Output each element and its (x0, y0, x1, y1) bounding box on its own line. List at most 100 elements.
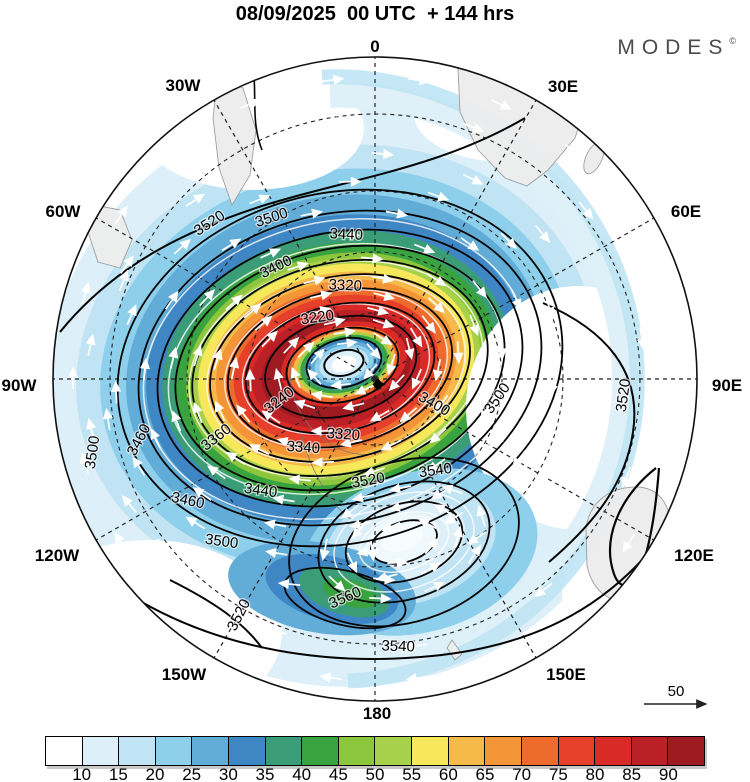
wind-arrow (409, 327, 423, 348)
wind-arrow (121, 495, 137, 513)
wind-arrow (192, 344, 203, 367)
colorbar-ticks: 10 15 20 25 30 35 40 45 50 55 60 65 70 75 80 85 90 (45, 765, 705, 782)
wind-arrow (114, 205, 128, 225)
wind-arrow (361, 253, 384, 264)
wind-arrows (67, 74, 683, 684)
map-boundary (52, 56, 698, 702)
longitude-label: 30W (166, 76, 202, 95)
wind-arrow (199, 289, 216, 307)
map-disk (53, 57, 697, 701)
contour-label: 3520 (613, 378, 634, 413)
longitude-label: 120E (674, 546, 714, 565)
wind-arrow (386, 353, 397, 376)
contour-label: 3540 (381, 637, 415, 655)
colorbar-tick: 75 (548, 765, 568, 782)
colorbar-cell (118, 736, 156, 766)
colorbar-tick: 40 (292, 765, 312, 782)
wind-arrow (510, 289, 522, 311)
wind-arrow (578, 201, 594, 220)
wind-arrow (169, 142, 187, 158)
wind-arrow (310, 290, 333, 301)
wind-arrow (367, 540, 378, 562)
wind-arrow (236, 404, 251, 423)
wind-arrow (351, 492, 374, 503)
longitude-label: 120W (35, 546, 80, 565)
longitude-label: 150E (546, 665, 586, 684)
reference-vector: 50 (644, 683, 708, 709)
wind-arrow (173, 238, 191, 255)
colorbar-tick: 50 (365, 765, 385, 782)
colorbar-tick: 30 (218, 765, 238, 782)
wind-arrow (339, 437, 362, 448)
wind-arrow (403, 641, 427, 652)
wind-arrow (534, 582, 553, 598)
wind-arrow (404, 337, 415, 360)
wind-arrow (547, 373, 558, 397)
wind-arrow (418, 518, 437, 530)
longitude-label: 90W (2, 376, 38, 395)
wind-arrow (466, 531, 487, 545)
wind-arrow (264, 547, 288, 558)
wind-arrow (535, 225, 551, 243)
wind-arrow (310, 390, 334, 401)
wind-arrow (249, 194, 271, 205)
colorbar-tick: 70 (512, 765, 532, 782)
colorbar-tick: 35 (255, 765, 275, 782)
longitude-label: 60E (671, 202, 701, 221)
wind-arrow (467, 544, 482, 564)
colorbar-cell (191, 736, 230, 766)
wind-arrow (185, 193, 206, 207)
wind-arrow (80, 281, 91, 304)
wind-arrow (389, 483, 412, 494)
wind-arrow (424, 537, 439, 555)
wind-arrow (413, 243, 436, 254)
wind-arrow (164, 290, 179, 310)
contour-label: 3440 (243, 480, 278, 501)
wind-arrow (311, 457, 335, 468)
new-zealand (446, 639, 463, 661)
wind-arrow (283, 336, 300, 354)
wind-arrow (372, 318, 395, 329)
wind-arrow (214, 400, 226, 422)
wind-arrow (156, 538, 172, 557)
longitude-label: 60W (46, 202, 82, 221)
wind-arrow (563, 600, 581, 616)
longitude-label: 90E (712, 376, 742, 395)
wind-arrow (265, 625, 288, 636)
colorbar-tick: 90 (658, 765, 678, 782)
wind-arrow (207, 465, 226, 480)
wind-arrow (321, 74, 345, 85)
contour-label: 3320 (328, 276, 362, 295)
wind-arrow (238, 648, 259, 659)
wind-arrow (538, 464, 552, 483)
page-title: 08/09/2025 00 UTC + 144 hrs (235, 3, 515, 25)
wind-arrow (287, 261, 309, 272)
wind-arrow (86, 417, 97, 440)
wind-arrow (288, 474, 311, 485)
wind-arrow (293, 399, 316, 410)
wind-arrow (388, 501, 411, 512)
wind-arrow (427, 191, 450, 202)
colorbar-cell (411, 736, 449, 766)
wind-arrow (277, 578, 301, 590)
wind-arrow (328, 575, 346, 592)
colorbar-cell (667, 736, 705, 766)
colorbar-cell (228, 736, 266, 766)
wind-arrow (429, 427, 447, 444)
wind-arrow (371, 148, 395, 160)
wind-arrow (254, 315, 273, 331)
wind-arrow (428, 297, 445, 314)
colorbar-tick: 20 (145, 765, 165, 782)
wind-arrow (491, 99, 512, 110)
wind-arrow (622, 206, 636, 227)
wind-arrow (225, 294, 243, 311)
wind-arrow (371, 273, 395, 284)
wind-arrow (622, 533, 636, 553)
wind-arrow (309, 306, 332, 316)
wind-arrow (544, 296, 555, 319)
wind-arrow (500, 232, 518, 249)
wind-arrow (564, 143, 583, 159)
wind-arrow (476, 504, 487, 527)
wind-arrow (346, 552, 358, 574)
